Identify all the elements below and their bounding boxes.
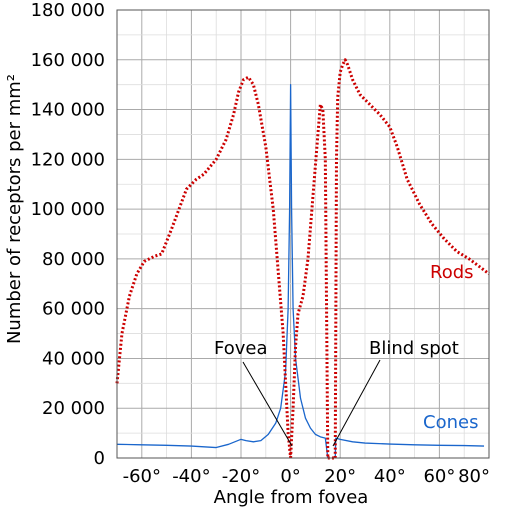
y-tick-label: 120 000 xyxy=(31,149,105,170)
y-tick-label: 60 000 xyxy=(42,299,105,320)
y-tick-label: 140 000 xyxy=(31,100,105,121)
fovea-pointer-line xyxy=(242,361,293,447)
y-tick-label: 40 000 xyxy=(42,348,105,369)
x-tick-label: -20° xyxy=(222,466,260,487)
grid xyxy=(116,9,490,459)
y-tick-label: 80 000 xyxy=(42,249,105,270)
y-tick-labels: 0 20 000 40 000 60 000 80 000 100 000 120 000 1… xyxy=(31,0,105,469)
x-axis-title: Angle from fovea xyxy=(214,487,369,508)
x-tick-label: -60° xyxy=(123,466,161,487)
blind-spot-pointer-line xyxy=(332,359,381,447)
y-axis-title: Number of receptors per mm² xyxy=(4,74,25,344)
rods-series-line xyxy=(289,103,330,459)
x-tick-label: 20° xyxy=(324,466,356,487)
x-tick-label: 40° xyxy=(374,466,406,487)
y-tick-label: 160 000 xyxy=(31,50,105,71)
x-tick-label: -40° xyxy=(172,466,210,487)
plot-frame xyxy=(116,9,490,459)
rods-series-label: Rods xyxy=(430,262,474,283)
blind-spot-annotation: Blind spot xyxy=(369,338,459,359)
cones-series-line xyxy=(116,84,329,459)
y-tick-label: 100 000 xyxy=(31,199,105,220)
rods-series-line xyxy=(333,58,490,459)
cones-series-line xyxy=(334,437,485,459)
y-tick-label: 20 000 xyxy=(42,398,105,419)
x-tick-label: 0° xyxy=(280,466,300,487)
rods-series-line xyxy=(115,75,293,459)
fovea-annotation: Fovea xyxy=(214,338,267,359)
x-tick-label: 60° xyxy=(423,466,455,487)
x-tick-label: 80° xyxy=(458,466,490,487)
y-tick-label: 0 xyxy=(94,448,105,469)
y-tick-label: 180 000 xyxy=(31,0,105,21)
cones-series-label: Cones xyxy=(423,412,478,433)
x-tick-labels: -60° -40° -20° 0° 20° 40° 60° 80° xyxy=(123,466,490,487)
